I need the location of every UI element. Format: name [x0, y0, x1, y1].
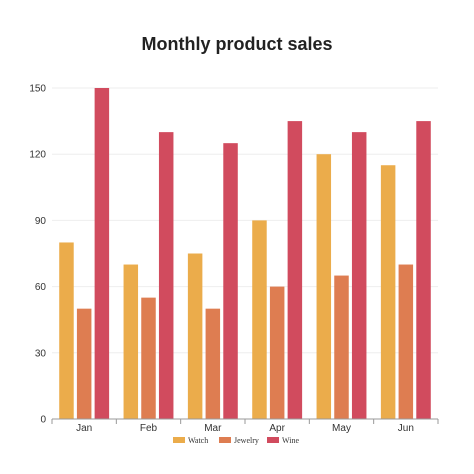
y-tick-label: 120 [29, 150, 46, 161]
bar-jewelry-may [334, 275, 349, 419]
bar-wine-jun [416, 121, 431, 419]
y-tick-label: 90 [35, 216, 47, 227]
bar-watch-jun [380, 165, 396, 419]
x-tick-label: Apr [269, 423, 285, 434]
bar-wine-feb [158, 132, 174, 419]
legend-swatch-jewelry [219, 437, 231, 443]
bar-jewelry-jun [398, 264, 414, 419]
legend-label-wine: Wine [282, 436, 299, 445]
y-tick-label: 30 [35, 348, 47, 359]
bar-wine-apr [287, 121, 303, 419]
bar-jewelry-jan [76, 308, 92, 419]
legend: Watch Jewelry Wine [173, 436, 299, 445]
x-tick-label: Mar [204, 423, 222, 434]
chart-title: Monthly product sales [141, 34, 333, 54]
bar-wine-mar [223, 143, 238, 419]
bar-wine-jan [94, 88, 110, 419]
x-tick-label: Jun [398, 423, 414, 434]
bar-jewelry-feb [141, 297, 156, 419]
legend-swatch-watch [173, 437, 185, 443]
axes: 0 30 60 90 120 150 Jan Feb Mar Apr May Jun [29, 84, 439, 434]
x-tick-label: Feb [140, 423, 158, 434]
bar-watch-mar [187, 253, 203, 419]
legend-label-jewelry: Jewelry [234, 436, 259, 445]
y-tick-label: 60 [35, 282, 47, 293]
y-tick-label: 150 [29, 84, 46, 95]
bar-jewelry-mar [205, 308, 221, 419]
bars [59, 88, 431, 419]
gridlines [52, 87, 438, 354]
y-tick-label: 0 [40, 415, 46, 426]
bar-watch-feb [123, 264, 139, 419]
legend-swatch-wine [267, 437, 279, 443]
legend-label-watch: Watch [188, 436, 208, 445]
bar-watch-jan [59, 242, 74, 419]
x-tick-label: May [332, 423, 351, 434]
bar-wine-may [351, 132, 367, 419]
bar-watch-may [316, 154, 332, 419]
bar-watch-apr [252, 220, 267, 419]
x-tick-label: Jan [76, 423, 92, 434]
bar-jewelry-apr [269, 286, 285, 419]
